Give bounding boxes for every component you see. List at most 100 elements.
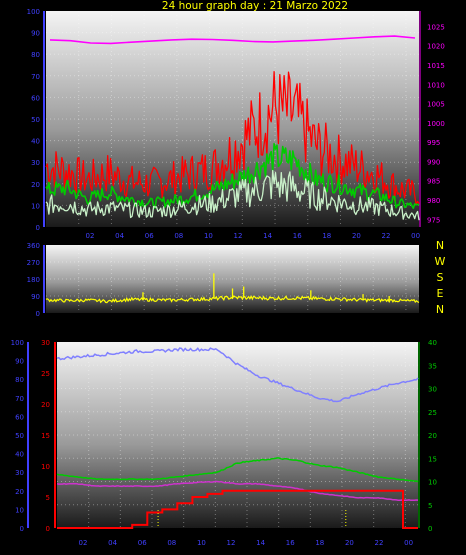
series-line-temperature — [56, 457, 419, 483]
y2-tick-label: 35 — [428, 362, 437, 370]
y-mid-tick-label: 25 — [41, 370, 50, 378]
y2-tick-label: 25 — [428, 409, 437, 417]
compass-label: N — [436, 239, 444, 252]
y2-tick-label: 5 — [428, 502, 432, 510]
panel-2-series — [45, 273, 420, 304]
y-tick-label: 0 — [36, 310, 40, 318]
series-line-wind-min — [45, 169, 420, 221]
y2-tick-label: 10 — [428, 479, 437, 487]
y-tick-label: 70 — [31, 73, 40, 81]
y-tick-label: 60 — [31, 94, 40, 102]
series-line-direction — [45, 295, 420, 304]
y-tick-label: 60 — [15, 413, 24, 421]
x-tick-label: 08 — [174, 232, 183, 240]
series-line-rain — [57, 489, 418, 529]
y-tick-label: 20 — [31, 181, 40, 189]
x-tick-label: 18 — [322, 232, 331, 240]
y-tick-label: 90 — [31, 293, 40, 301]
x-tick-label: 10 — [197, 539, 206, 547]
y-tick-label: 40 — [31, 138, 40, 146]
panel-2-background — [46, 245, 419, 313]
y-tick-label: 80 — [15, 376, 24, 384]
panel-1-background — [46, 11, 419, 227]
x-tick-label: 14 — [256, 539, 265, 547]
series-line-wind-avg — [45, 142, 420, 209]
compass-label: S — [437, 271, 444, 284]
wind-direction-panel: 0 90 180 270 360 — [27, 242, 420, 318]
y-tick-label: 90 — [15, 358, 24, 366]
y-tick-label: 0 — [36, 224, 40, 232]
compass-label: E — [437, 287, 444, 300]
y2-tick-label: 980 — [427, 197, 440, 205]
panel-2-labels: 0 90 180 270 360 — [27, 242, 40, 318]
y2-tick-label: 40 — [428, 339, 437, 347]
series-line-wind-speed — [45, 70, 420, 205]
x-tick-label: 16 — [293, 232, 302, 240]
x-tick-label: 18 — [315, 539, 324, 547]
x-tick-label: 06 — [138, 539, 147, 547]
panel-1-series — [45, 35, 420, 221]
x-tick-label: 02 — [86, 232, 95, 240]
y-tick-label: 30 — [31, 159, 40, 167]
y2-tick-label: 0 — [428, 525, 432, 533]
y-mid-tick-label: 15 — [41, 432, 50, 440]
y-tick-label: 70 — [15, 395, 24, 403]
y-mid-tick-label: 20 — [41, 401, 50, 409]
x-tick-label: 00 — [404, 539, 413, 547]
y2-tick-label: 1005 — [427, 101, 445, 109]
y-tick-label: 270 — [27, 259, 40, 267]
panel-3-series — [56, 347, 419, 529]
compass-label: W — [435, 255, 446, 268]
y-tick-label: 360 — [27, 242, 40, 250]
y-mid-tick-label: 0 — [46, 525, 50, 533]
panel-3-background — [57, 342, 418, 528]
temp-humidity-rain-panel: 0102030405060708090100051015202530051015… — [11, 339, 437, 547]
y2-tick-label: 1020 — [427, 43, 445, 51]
y2-tick-label: 1000 — [427, 120, 445, 128]
panel-3-labels: 0102030405060708090100051015202530051015… — [11, 339, 437, 547]
x-tick-label: 22 — [375, 539, 384, 547]
y2-tick-label: 1015 — [427, 62, 445, 70]
y-tick-label: 180 — [27, 276, 40, 284]
x-tick-label: 16 — [286, 539, 295, 547]
x-tick-label: 12 — [234, 232, 243, 240]
y-tick-label: 30 — [15, 469, 24, 477]
series-line-humidity — [56, 347, 419, 403]
y2-tick-label: 995 — [427, 139, 440, 147]
y-tick-label: 100 — [27, 8, 40, 16]
compass-label: N — [436, 303, 444, 316]
y2-tick-label: 985 — [427, 178, 440, 186]
panel-3-grid — [57, 342, 418, 528]
y2-tick-label: 1010 — [427, 81, 445, 89]
x-tick-label: 02 — [79, 539, 88, 547]
y2-tick-label: 15 — [428, 455, 437, 463]
y-mid-tick-label: 10 — [41, 463, 50, 471]
x-tick-label: 10 — [204, 232, 213, 240]
panel-1-labels: 0102030405060708090100975980985990995100… — [27, 8, 445, 240]
y-tick-label: 10 — [15, 506, 24, 514]
x-tick-label: 14 — [263, 232, 272, 240]
y2-tick-label: 1025 — [427, 23, 445, 31]
x-tick-label: 20 — [352, 232, 361, 240]
x-tick-label: 22 — [382, 232, 391, 240]
y2-tick-label: 990 — [427, 158, 440, 166]
x-tick-label: 12 — [227, 539, 236, 547]
panel-2-grid — [46, 245, 419, 313]
wind-pressure-panel: 0102030405060708090100975980985990995100… — [27, 8, 445, 240]
y-mid-tick-label: 30 — [41, 339, 50, 347]
x-tick-label: 06 — [145, 232, 154, 240]
series-line-pressure — [49, 35, 416, 45]
y-tick-label: 50 — [31, 116, 40, 124]
y2-tick-label: 20 — [428, 432, 437, 440]
y-tick-label: 80 — [31, 51, 40, 59]
x-tick-label: 04 — [108, 539, 117, 547]
x-tick-label: 20 — [345, 539, 354, 547]
y-tick-label: 10 — [31, 202, 40, 210]
y-tick-label: 50 — [15, 432, 24, 440]
chart-title: 24 hour graph day : 21 Marzo 2022 — [162, 0, 348, 12]
y2-tick-label: 30 — [428, 386, 437, 394]
series-line-dewpoint — [56, 480, 419, 502]
y-tick-label: 40 — [15, 451, 24, 459]
